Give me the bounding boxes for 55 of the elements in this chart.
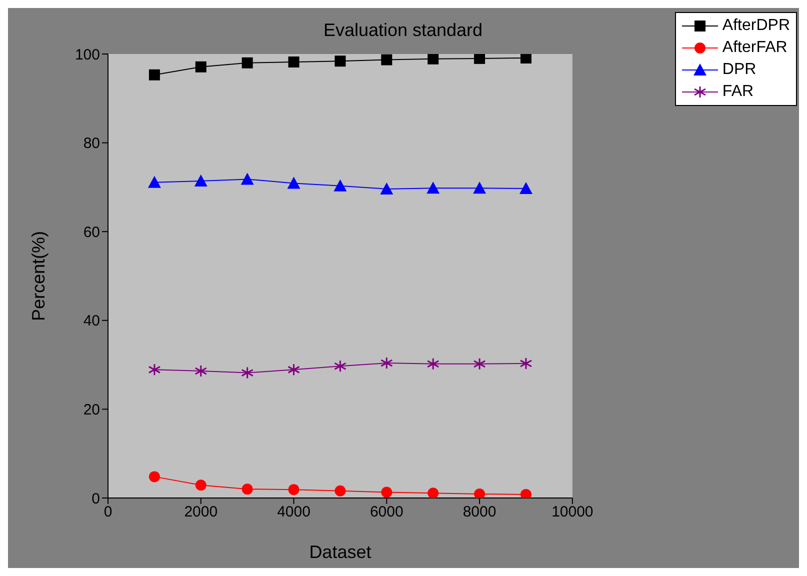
x-tick-label: 10000 bbox=[552, 504, 594, 521]
y-tick-label: 0 bbox=[92, 490, 100, 508]
x-tick-label: 6000 bbox=[370, 504, 404, 521]
x-tick-label: 2000 bbox=[184, 504, 218, 521]
x-tick-label: 0 bbox=[104, 504, 112, 521]
point bbox=[288, 484, 300, 496]
point bbox=[473, 358, 486, 370]
point bbox=[519, 182, 532, 194]
x-tick-label: 8000 bbox=[462, 504, 496, 521]
point bbox=[428, 54, 439, 64]
point bbox=[334, 56, 346, 67]
y-tick-label: 60 bbox=[83, 224, 100, 241]
point bbox=[520, 488, 532, 498]
y-tick-label: 20 bbox=[83, 402, 100, 419]
point bbox=[194, 364, 208, 378]
point bbox=[426, 358, 440, 370]
point bbox=[148, 471, 160, 482]
point bbox=[148, 176, 161, 188]
point bbox=[148, 69, 160, 80]
point bbox=[474, 54, 486, 64]
point bbox=[380, 356, 393, 370]
point bbox=[520, 357, 532, 370]
point bbox=[380, 182, 394, 194]
point bbox=[520, 54, 532, 64]
y-tick-label: 40 bbox=[83, 312, 100, 330]
point bbox=[242, 57, 253, 68]
x-axis-title: Dataset bbox=[309, 542, 372, 562]
y-tick-label: 100 bbox=[74, 46, 100, 64]
point bbox=[148, 363, 161, 376]
y-tick-label: 80 bbox=[83, 135, 100, 152]
point bbox=[242, 484, 253, 495]
point bbox=[288, 56, 300, 68]
point bbox=[241, 366, 254, 380]
point bbox=[195, 480, 206, 491]
chart-title: Evaluation standard bbox=[322, 20, 484, 41]
point bbox=[240, 172, 254, 185]
point bbox=[195, 61, 206, 72]
point bbox=[334, 179, 347, 192]
point bbox=[381, 486, 392, 498]
legend-label: DPR bbox=[722, 61, 756, 79]
legend-label: AfterFAR bbox=[722, 39, 788, 57]
point bbox=[194, 174, 208, 186]
point bbox=[288, 363, 300, 376]
point bbox=[334, 360, 346, 372]
point bbox=[473, 182, 486, 194]
point bbox=[334, 485, 346, 496]
y-axis-title: Percent(%) bbox=[28, 230, 48, 322]
point bbox=[287, 176, 300, 189]
legend-label: AfterDPR bbox=[722, 17, 790, 35]
point bbox=[426, 182, 440, 194]
point bbox=[428, 488, 439, 498]
point bbox=[381, 54, 392, 66]
point bbox=[474, 488, 486, 498]
legend-label: FAR bbox=[722, 83, 754, 101]
x-tick-label: 4000 bbox=[277, 504, 310, 521]
